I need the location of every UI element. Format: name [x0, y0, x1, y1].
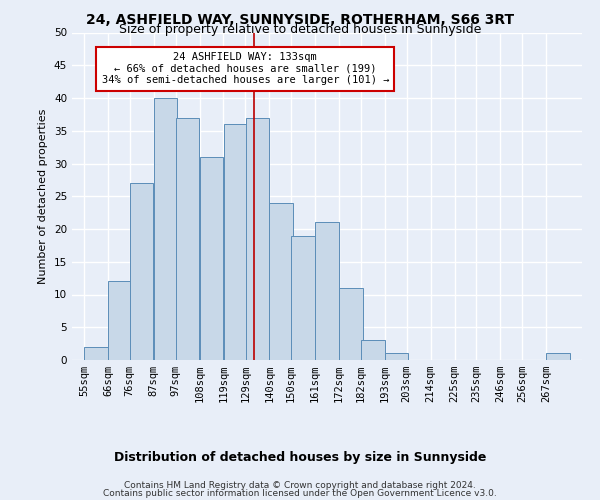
Bar — [315, 222, 339, 360]
Bar — [84, 347, 108, 360]
Text: Distribution of detached houses by size in Sunnyside: Distribution of detached houses by size … — [114, 451, 486, 464]
Bar — [361, 340, 385, 360]
Text: Contains public sector information licensed under the Open Government Licence v3: Contains public sector information licen… — [103, 490, 497, 498]
Text: Size of property relative to detached houses in Sunnyside: Size of property relative to detached ho… — [119, 24, 481, 36]
Bar — [546, 354, 570, 360]
Bar — [200, 157, 223, 360]
Bar — [291, 236, 315, 360]
Bar — [269, 203, 293, 360]
Bar — [130, 183, 154, 360]
Bar — [108, 282, 131, 360]
Bar — [385, 354, 409, 360]
Text: 24 ASHFIELD WAY: 133sqm
← 66% of detached houses are smaller (199)
34% of semi-d: 24 ASHFIELD WAY: 133sqm ← 66% of detache… — [101, 52, 389, 86]
Y-axis label: Number of detached properties: Number of detached properties — [38, 108, 49, 284]
Text: Contains HM Land Registry data © Crown copyright and database right 2024.: Contains HM Land Registry data © Crown c… — [124, 480, 476, 490]
Bar — [224, 124, 247, 360]
Bar — [245, 118, 269, 360]
Text: 24, ASHFIELD WAY, SUNNYSIDE, ROTHERHAM, S66 3RT: 24, ASHFIELD WAY, SUNNYSIDE, ROTHERHAM, … — [86, 12, 514, 26]
Bar — [176, 118, 199, 360]
Bar — [154, 98, 178, 360]
Bar — [339, 288, 363, 360]
